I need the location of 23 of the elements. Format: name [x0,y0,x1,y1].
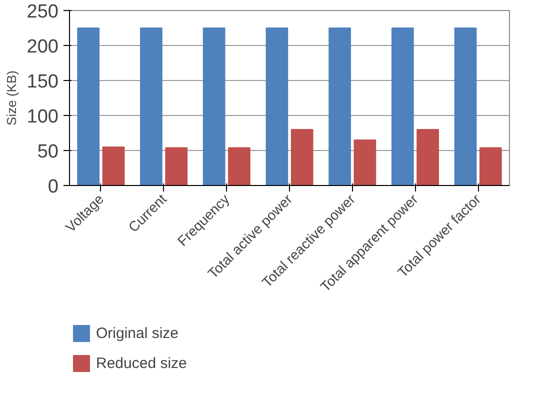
bar [290,129,314,186]
bar [165,147,188,186]
bar [266,28,288,186]
bar [354,140,376,186]
legend-label: Original size [96,324,179,342]
bar [202,28,226,186]
y-tick-label: 150 [26,72,58,92]
legend-label: Reduced size [96,354,187,372]
y-tick-label: 250 [26,2,58,22]
bar [391,28,414,186]
bar [102,146,125,186]
bar [140,28,162,186]
bar [77,28,100,186]
bar [228,147,250,186]
y-tick-label: 100 [26,106,58,128]
y-axis-title: Size (KB) [4,70,19,126]
y-tick-label: 0 [48,176,59,198]
bar [479,147,502,186]
bar [454,28,477,186]
bar [328,28,351,186]
y-tick-label: 200 [26,36,58,58]
bar [416,129,439,186]
y-tick-label: 50 [37,142,59,162]
